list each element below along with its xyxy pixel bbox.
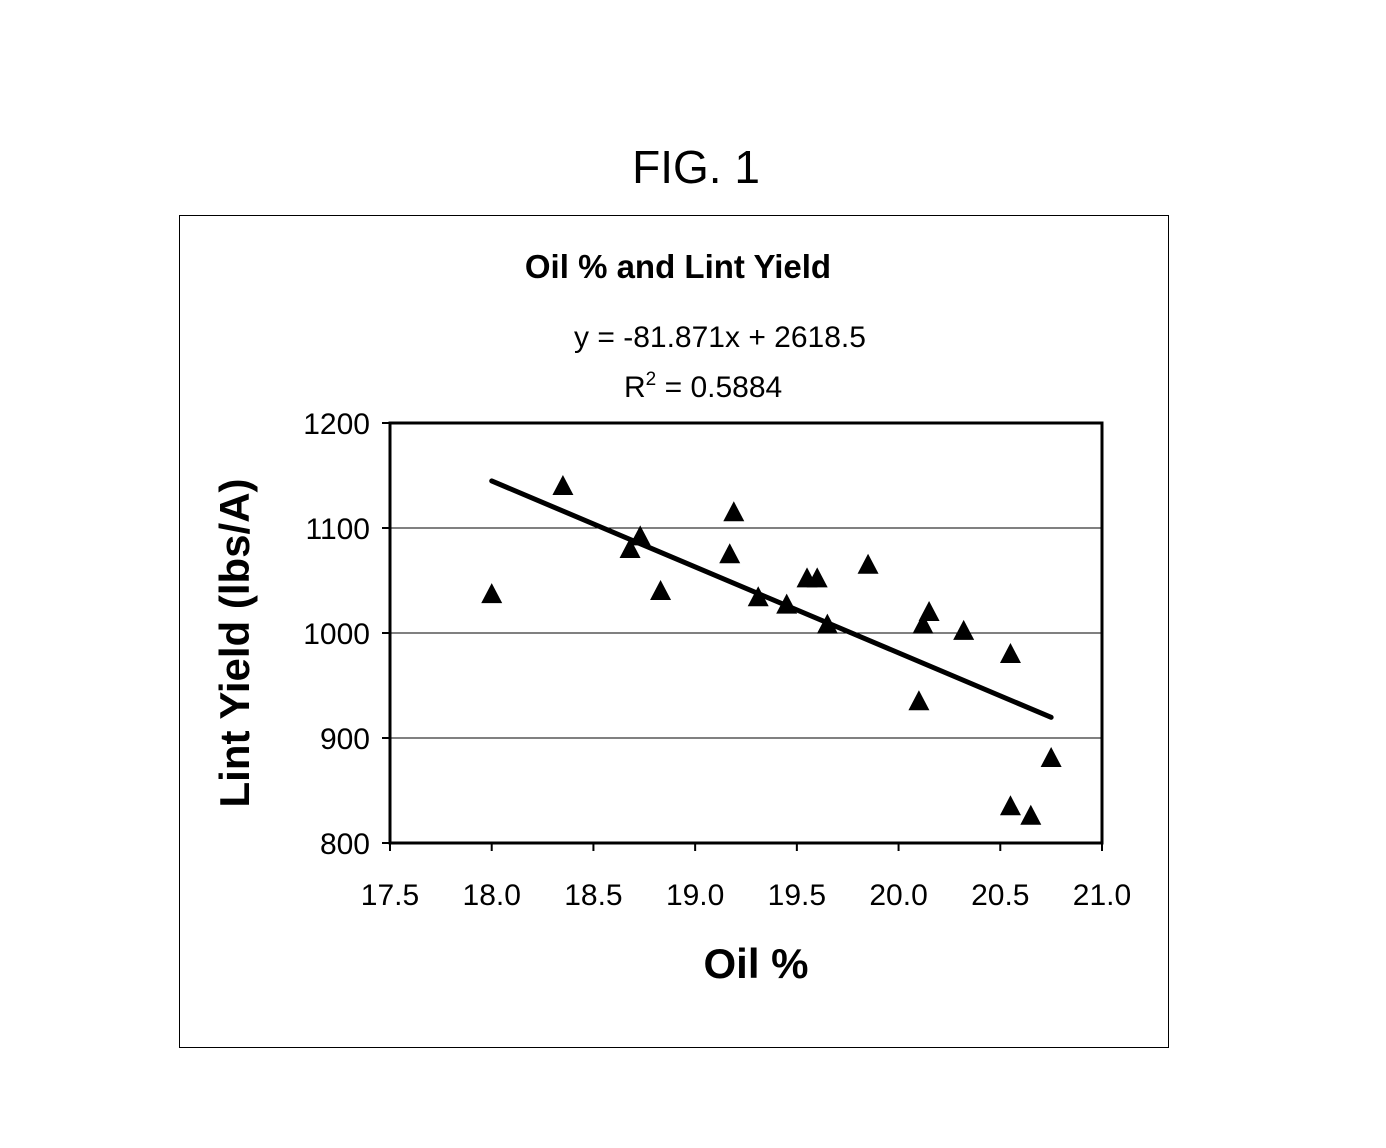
data-point-triangle [719,543,740,563]
x-tick-label: 17.5 [361,879,419,912]
data-point-triangle [953,620,974,640]
trendline-equation: y = -81.871x + 2618.5 [574,321,866,354]
r-squared-symbol: R [624,371,646,404]
x-tick-label: 18.0 [463,879,521,912]
gridlines [390,528,1102,738]
data-point-triangle [1000,795,1021,815]
x-tick-label: 21.0 [1073,879,1131,912]
r-squared-exponent: 2 [646,369,657,390]
trendline [492,481,1051,717]
chart-frame: Oil % and Lint Yield y = -81.871x + 2618… [179,215,1169,1048]
y-tick-label: 800 [320,828,370,861]
scatter-chart: Oil % and Lint Yield y = -81.871x + 2618… [180,216,1168,1047]
data-point-triangle [1020,805,1041,825]
data-point-triangle [1000,643,1021,663]
r-squared-label: R2 = 0.5884 [624,369,782,404]
y-tick-label: 1200 [303,408,370,441]
x-tick-label: 20.0 [869,879,927,912]
figure-label: FIG. 1 [0,140,1386,194]
y-axis-title: Lint Yield (lbs/A) [211,478,258,807]
data-point-triangle [552,475,573,495]
data-point-triangle [1041,747,1062,767]
trendline-group [492,481,1051,717]
x-tick-label: 20.5 [971,879,1029,912]
data-point-triangle [481,583,502,603]
chart-title: Oil % and Lint Yield [525,248,831,285]
data-point-triangle [650,580,671,600]
x-tick-label: 19.5 [768,879,826,912]
x-axis-title: Oil % [703,940,808,987]
data-points [481,475,1061,825]
r-squared-value: = 0.5884 [656,371,782,404]
y-tick-label: 1100 [305,513,370,546]
data-point-triangle [919,601,940,621]
y-tick-label: 900 [320,723,370,756]
y-tick-label: 1000 [303,618,370,651]
x-tick-label: 19.0 [666,879,724,912]
data-point-triangle [723,501,744,521]
x-tick-label: 18.5 [564,879,622,912]
data-point-triangle [908,690,929,710]
data-point-triangle [858,554,879,574]
